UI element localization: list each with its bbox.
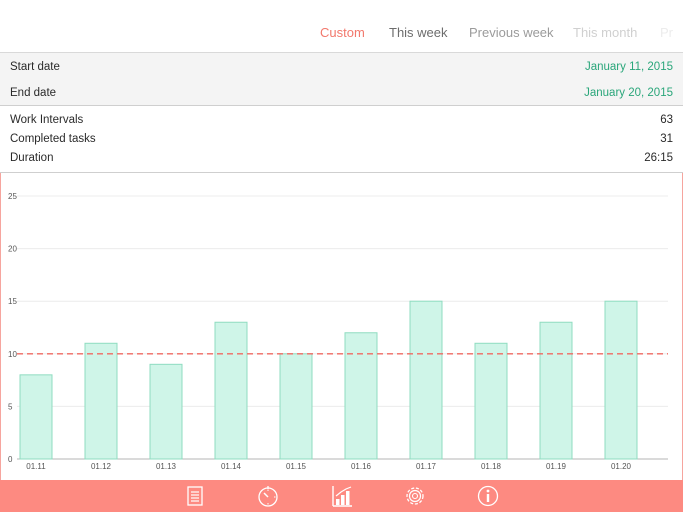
end-date-row[interactable]: End date January 20, 2015: [10, 87, 673, 107]
completed-tasks-value: 31: [660, 133, 673, 145]
end-date-label: End date: [10, 87, 57, 99]
x-tick-label: 01.11: [26, 462, 46, 471]
x-tick-label: 01.19: [546, 462, 567, 471]
bar: [214, 321, 248, 460]
y-tick-label: 20: [8, 245, 17, 254]
start-date-label: Start date: [10, 61, 60, 73]
info-icon[interactable]: [476, 484, 500, 508]
x-tick-label: 01.15: [286, 462, 307, 471]
duration-value: 26:15: [644, 152, 673, 164]
start-date-value[interactable]: January 11, 2015: [584, 61, 673, 73]
date-range-panel: Start date January 11, 2015 End date Jan…: [0, 53, 683, 106]
y-tick-label: 5: [8, 402, 13, 411]
duration-row: Duration 26:15: [10, 152, 673, 172]
tab-custom[interactable]: Custom: [320, 25, 365, 40]
bar: [84, 342, 118, 460]
bar: [409, 300, 443, 460]
y-tick-label: 0: [8, 455, 13, 464]
summary-stats: Work Intervals 63 Completed tasks 31 Dur…: [0, 106, 683, 173]
statistics-icon[interactable]: [330, 484, 354, 508]
tab-previous-month[interactable]: Pr: [660, 25, 673, 40]
settings-icon[interactable]: [403, 484, 427, 508]
end-date-value[interactable]: January 20, 2015: [584, 87, 673, 99]
y-tick-label: 25: [8, 192, 17, 201]
tab-this-week[interactable]: This week: [389, 25, 448, 40]
chart-canvas: 0 5 10 15 20 25 01.11 01.12 01.13 01.14 01.15 01.16…: [8, 192, 668, 471]
work-intervals-label: Work Intervals: [10, 114, 84, 126]
timer-icon[interactable]: [256, 484, 280, 508]
work-intervals-row: Work Intervals 63: [10, 114, 673, 134]
x-tick-label: 01.17: [416, 462, 437, 471]
bar: [19, 374, 53, 460]
y-tick-label: 10: [8, 350, 17, 359]
x-tick-label: 01.12: [91, 462, 112, 471]
bottom-tab-bar: [0, 480, 683, 512]
bar: [539, 321, 573, 460]
y-tick-label: 15: [8, 297, 17, 306]
tab-this-month[interactable]: This month: [573, 25, 638, 40]
period-tabs: Custom This week Previous week This mont…: [0, 0, 683, 53]
bar: [279, 353, 313, 460]
x-tick-label: 01.14: [221, 462, 242, 471]
x-tick-label: 01.18: [481, 462, 502, 471]
x-tick-label: 01.20: [611, 462, 632, 471]
x-tick-label: 01.16: [351, 462, 372, 471]
completed-tasks-row: Completed tasks 31: [10, 133, 673, 153]
duration-label: Duration: [10, 152, 54, 164]
bar-chart: 0 5 10 15 20 25 01.11 01.12 01.13 01.14 01.15 01.16…: [0, 173, 683, 478]
bar: [149, 363, 183, 460]
bar: [474, 342, 508, 460]
start-date-row[interactable]: Start date January 11, 2015: [10, 61, 673, 81]
tab-previous-week[interactable]: Previous week: [469, 25, 554, 40]
list-icon[interactable]: [183, 484, 207, 508]
completed-tasks-label: Completed tasks: [10, 133, 96, 145]
bar: [604, 300, 638, 460]
bar: [344, 332, 378, 460]
work-intervals-value: 63: [660, 114, 673, 126]
x-tick-label: 01.13: [156, 462, 177, 471]
